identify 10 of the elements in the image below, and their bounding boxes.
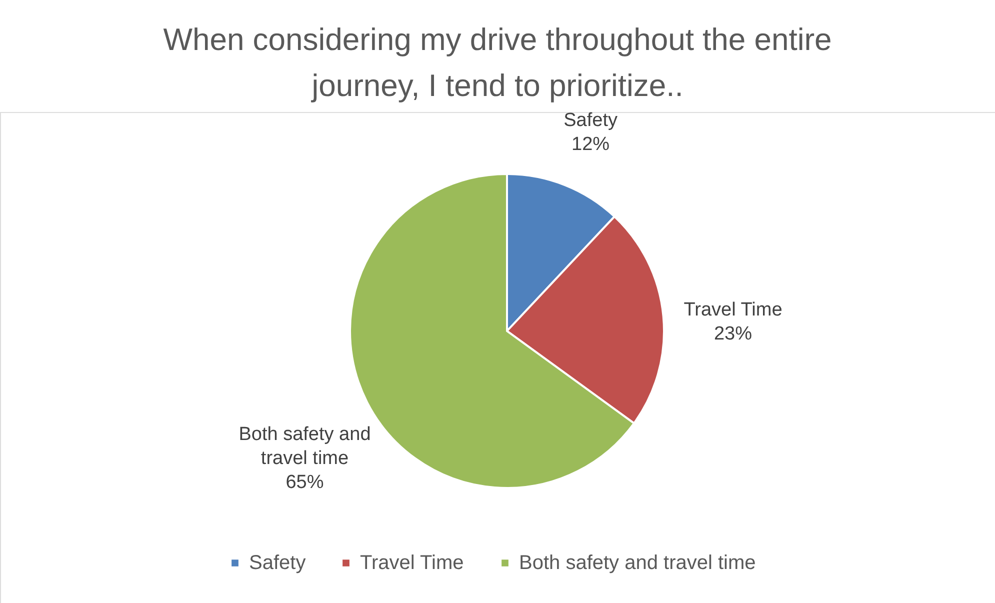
data-label: 12% — [572, 134, 610, 155]
data-label: 65% — [286, 472, 324, 494]
slice-label: Safety — [564, 110, 618, 131]
chart-title: When considering my drive throughout the entire journey, I tend to prioritize.. — [163, 22, 832, 103]
data-label: 23% — [714, 324, 752, 345]
legend-label: Travel Time — [360, 552, 464, 574]
slice-label: Both safety and travel time — [238, 424, 371, 470]
legend-label: Safety — [249, 552, 306, 574]
slice-label: Travel Time — [684, 300, 782, 321]
legend-label: Both safety and travel time — [519, 552, 756, 574]
